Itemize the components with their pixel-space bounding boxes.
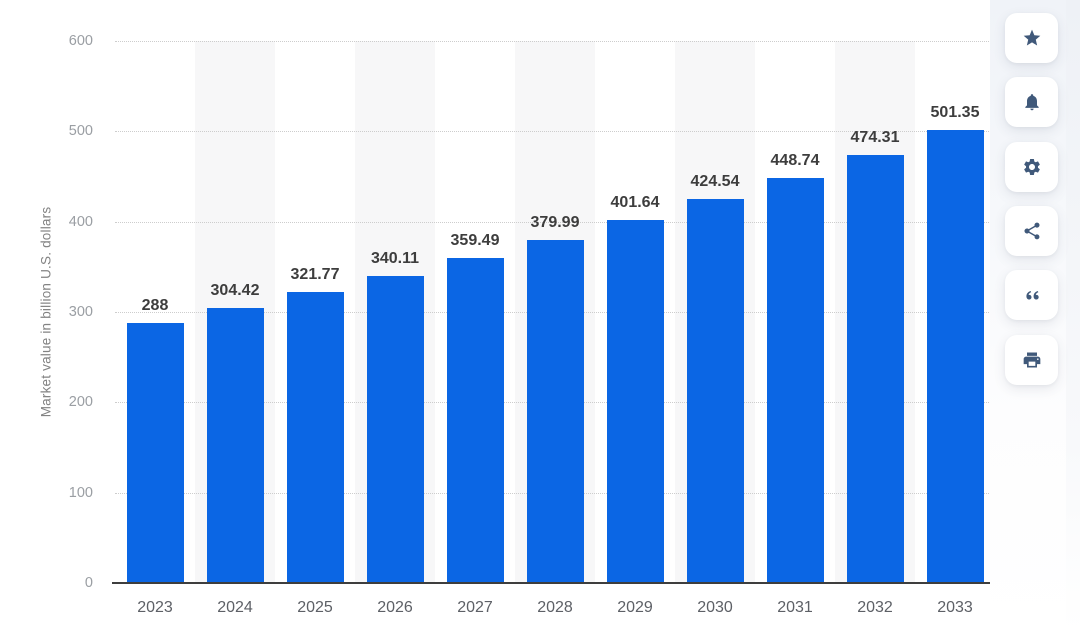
bar[interactable] <box>846 154 904 583</box>
y-tick-label: 0 <box>84 575 93 591</box>
x-tick-label: 2024 <box>217 599 253 616</box>
x-axis-line <box>112 582 990 584</box>
bar-value-label: 304.42 <box>210 282 260 299</box>
print-button[interactable] <box>1005 334 1058 385</box>
x-tick-label: 2027 <box>457 599 493 616</box>
gridline <box>115 221 993 223</box>
bar-value-label: 321.77 <box>290 266 340 284</box>
bar-value-label: 401.64 <box>610 194 660 212</box>
y-tick-label: 400 <box>68 213 93 230</box>
share-icon <box>1022 221 1042 241</box>
y-tick-label: 200 <box>68 394 93 411</box>
favorite-button[interactable] <box>1005 13 1058 63</box>
bar[interactable] <box>766 177 824 583</box>
bar[interactable] <box>606 220 664 583</box>
bar[interactable] <box>686 199 744 583</box>
bar[interactable] <box>206 308 264 583</box>
gridline <box>115 131 993 133</box>
x-tick-label: 2023 <box>137 599 173 616</box>
settings-button[interactable] <box>1005 141 1058 192</box>
y-tick-label: 500 <box>68 123 93 140</box>
bar[interactable] <box>526 239 584 583</box>
alerts-button[interactable] <box>1005 77 1058 128</box>
bar[interactable] <box>926 130 984 583</box>
y-tick-label: 100 <box>68 484 93 501</box>
bar[interactable] <box>126 322 184 583</box>
x-tick-label: 2033 <box>937 599 973 616</box>
bar[interactable] <box>286 292 344 583</box>
x-tick-label: 2026 <box>377 599 413 616</box>
y-tick-label: 300 <box>68 304 93 320</box>
cite-button[interactable] <box>1005 270 1058 321</box>
bar-value-label: 379.99 <box>530 213 580 231</box>
y-axis-title: Market value in billion U.S. dollars <box>38 206 54 418</box>
bar-value-label: 340.11 <box>370 249 420 267</box>
x-tick-label: 2028 <box>537 599 573 616</box>
bar-value-label: 501.35 <box>930 104 980 122</box>
x-tick-label: 2031 <box>777 599 813 616</box>
x-tick-label: 2029 <box>617 599 653 616</box>
x-tick-label: 2025 <box>297 599 333 616</box>
bar-chart: 0 100 200 300 400 500 600 288 2023 304.42 2024 321.… <box>38 33 993 616</box>
y-tick-label: 600 <box>68 33 93 49</box>
x-tick-label: 2032 <box>857 599 893 616</box>
share-button[interactable] <box>1005 205 1058 256</box>
quote-icon <box>1022 285 1042 305</box>
bell-icon <box>1022 92 1042 112</box>
bar-value-label: 424.54 <box>690 173 740 191</box>
bar-value-label: 448.74 <box>770 151 820 169</box>
bar[interactable] <box>446 258 504 583</box>
x-tick-label: 2030 <box>697 599 733 616</box>
gridline <box>115 41 993 42</box>
bar-value-label: 359.49 <box>450 232 500 250</box>
bar-value-label: 288 <box>141 296 169 314</box>
star-icon <box>1022 28 1042 48</box>
panel-edge-shading <box>1066 0 1080 633</box>
chart-toolbar <box>990 0 1080 633</box>
printer-icon <box>1022 350 1042 370</box>
bar[interactable] <box>366 275 424 583</box>
gear-icon <box>1022 157 1042 177</box>
bar-value-label: 474.31 <box>850 128 900 146</box>
